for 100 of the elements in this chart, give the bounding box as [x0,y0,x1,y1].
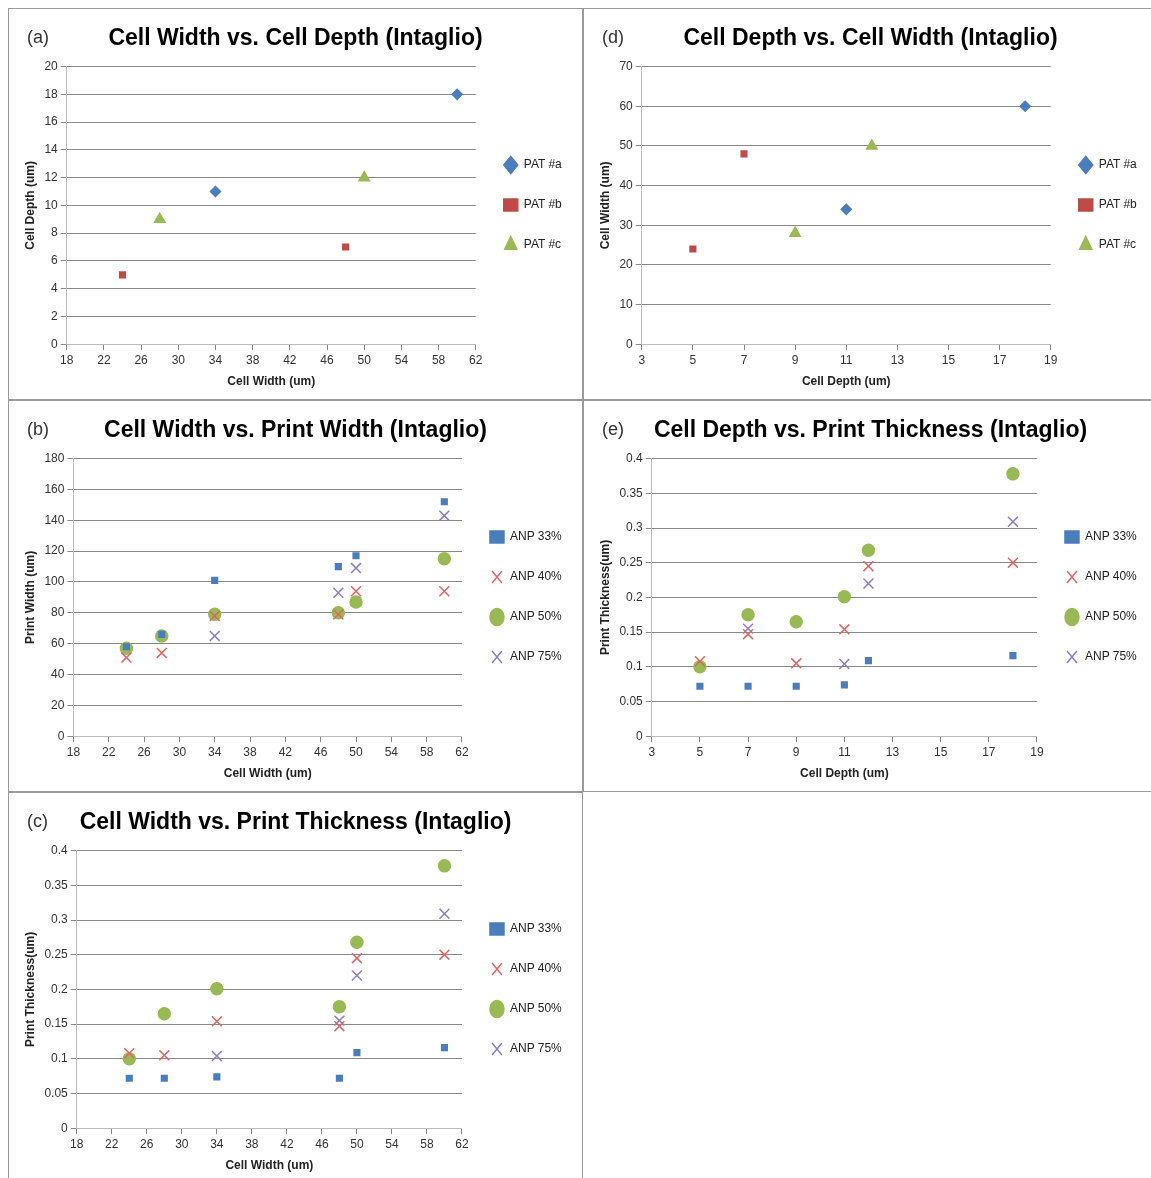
x-tick-label: 38 [245,352,260,367]
y-tick-label: 50 [619,138,634,153]
x-axis-title: Cell Depth (um) [801,374,891,389]
text: (b) [27,419,49,440]
point [334,562,342,571]
x-tick-label: 15 [941,352,956,367]
legend-label: ANP 50% [509,609,563,624]
x-tick-label: 62 [455,744,469,759]
x-tick-label: 42 [283,352,297,367]
point [694,655,706,667]
y-tick-label: 0.05 [619,693,644,708]
point [437,552,452,566]
legend-label: ANP 75% [509,1041,563,1056]
y-tick-label: 0.1 [626,659,644,674]
y-tick-label: 100 [44,574,65,589]
x-tick-label: 30 [172,744,187,759]
point [451,88,463,101]
y-tick-label: 10 [44,197,59,212]
x-tick-label: 62 [469,352,483,367]
legend-label: ANP 33% [509,529,563,544]
point [353,1048,361,1057]
point [352,552,360,560]
x-tick-label: 9 [791,352,799,367]
x-tick-label: 7 [740,352,748,367]
y-tick-label: 0.2 [626,589,644,604]
x-tick-label: 58 [431,352,446,367]
y-tick-label: 0.4 [626,450,644,465]
y-tick-label: 6 [51,253,59,268]
y-tick-label: 0 [636,728,644,743]
x-tick-label: 54 [385,1136,399,1151]
x-tick-label: 19 [1030,744,1044,759]
x-tick-label: 17 [982,744,996,759]
point [118,271,127,279]
legend-label: ANP 75% [509,649,563,664]
x-tick-label: 7 [744,744,752,759]
legend-label: ANP 50% [509,1001,563,1016]
y-tick-label: 140 [44,512,65,527]
point [792,682,800,690]
legend-label: PAT #a [1098,157,1138,172]
legend-label: PAT #b [1098,197,1138,212]
x-tick-label: 62 [455,1136,469,1151]
x-axis-title: Cell Depth (um) [800,766,889,781]
y-tick-label: 0.05 [44,1085,69,1100]
point [1019,100,1031,113]
point [790,657,802,670]
point [1007,557,1019,569]
point [744,682,752,690]
legend-label: ANP 75% [1084,649,1138,664]
point [1006,467,1020,481]
point [333,1020,346,1032]
point [157,1006,172,1021]
y-tick-label: 16 [44,114,59,129]
point [156,647,168,659]
chart-title: Cell Depth vs. Cell Width (Intaglio) [683,24,1058,51]
point [1009,652,1017,660]
point [333,1014,346,1027]
x-tick-label: 34 [210,1136,224,1151]
y-tick-label: 80 [51,605,65,620]
y-tick-label: 180 [44,450,65,465]
legend-label: PAT #a [523,157,563,172]
y-tick-label: 20 [51,697,65,712]
y-tick-label: 40 [619,177,634,192]
y-tick-label: 40 [51,666,65,681]
point [125,1074,133,1082]
chart-title: Cell Width vs. Print Width (Intaglio) [104,416,487,443]
y-axis-title: Print Width (um) [22,550,37,645]
point [437,859,452,873]
y-tick-label: 60 [51,635,65,650]
legend-label: PAT #b [523,197,563,212]
x-tick-label: 30 [175,1136,189,1151]
y-tick-label: 0.4 [51,842,69,857]
x-tick-label: 38 [243,744,258,759]
point [209,185,222,198]
y-tick-label: 18 [44,86,59,101]
y-tick-label: 120 [44,543,65,558]
y-tick-label: 0 [626,336,634,351]
y-tick-label: 12 [44,169,59,184]
legend-label: ANP 33% [1084,529,1138,544]
x-tick-label: 9 [792,744,800,759]
point [120,651,133,664]
point [862,577,875,590]
y-tick-label: 0.25 [619,555,644,570]
point [350,935,364,949]
point [349,595,363,609]
point [342,243,350,251]
text: (a) [27,27,49,48]
point [789,226,802,237]
x-tick-label: 42 [278,744,293,759]
y-tick-label: 0.15 [44,1016,69,1031]
y-tick-label: 0.3 [626,520,644,535]
point [158,1049,171,1062]
x-tick-label: 13 [885,744,900,759]
y-axis-title: Cell Depth (um) [22,161,37,250]
point [838,623,851,636]
y-tick-label: 0.2 [51,981,69,996]
y-tick-label: 0 [61,1120,69,1135]
point [840,203,853,216]
point [742,622,754,635]
text: (c) [27,811,48,832]
y-tick-label: 10 [619,296,634,311]
